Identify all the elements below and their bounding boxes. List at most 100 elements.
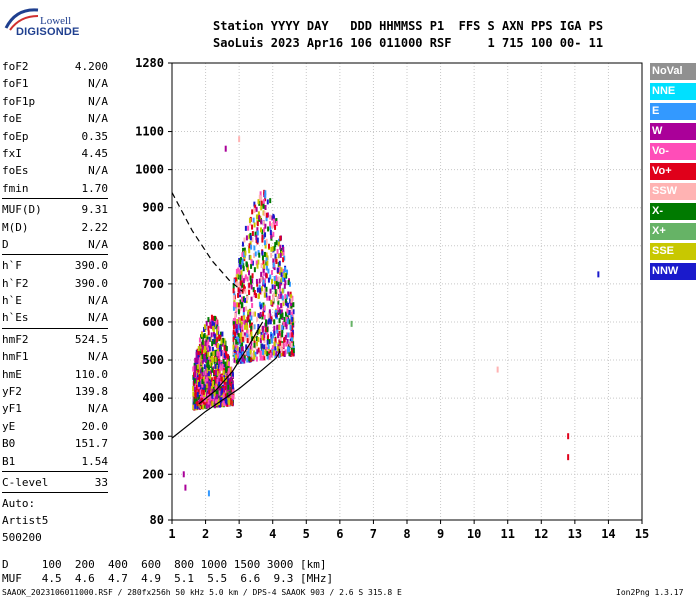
echo-point: [226, 395, 229, 401]
echo-point: [283, 255, 286, 261]
echo-point: [255, 293, 258, 299]
echo-point: [240, 356, 243, 362]
param-value: 0.35: [81, 129, 109, 143]
echo-point: [237, 302, 240, 308]
param-key: h`Es: [2, 311, 29, 325]
echo-point: [283, 316, 286, 322]
echo-point: [261, 234, 264, 240]
echo-point: [271, 345, 274, 351]
param-row: foE N/A: [2, 110, 108, 127]
echo-point: [279, 324, 282, 330]
legend-item: Vo-: [650, 143, 696, 160]
echo-point: [256, 237, 259, 243]
params-group-virtual-heights: h`F 390.0 h`F2 390.0 h`E N/A h`Es N/A: [2, 257, 108, 327]
echo-point: [254, 251, 257, 257]
param-key: fmin: [2, 181, 29, 195]
echo-point: [286, 332, 289, 338]
echo-point: [233, 291, 236, 297]
echo-point: [270, 338, 273, 344]
echo-point: [236, 353, 239, 359]
echo-point: [279, 340, 282, 346]
echo-point: [241, 356, 244, 362]
echo-point: [280, 351, 283, 357]
echo-point: [232, 295, 235, 301]
echo-point: [214, 363, 217, 369]
echo-point: [230, 382, 233, 388]
x-tick-label: 10: [467, 527, 481, 541]
echo-point: [198, 403, 201, 409]
auto-label: Auto:: [2, 497, 36, 511]
echo-point: [202, 381, 205, 387]
echo-point: [263, 305, 266, 311]
echo-point: [292, 345, 295, 351]
echo-point: [196, 392, 199, 398]
param-key: yE: [2, 419, 16, 433]
echo-point: [248, 352, 251, 358]
echo-point: [262, 311, 265, 317]
echo-point: [239, 323, 242, 329]
echo-point: [204, 358, 207, 364]
echo-point: [219, 380, 222, 386]
echo-point: [259, 287, 262, 293]
param-key: B1: [2, 454, 16, 468]
echo-point: [277, 238, 280, 244]
echo-point: [270, 270, 273, 276]
echo-point: [194, 370, 197, 376]
echo-point: [208, 402, 211, 408]
echo-point: [242, 311, 245, 317]
echo-point: [212, 351, 215, 357]
echo-point: [192, 404, 195, 410]
param-value: 1.54: [81, 454, 109, 468]
echo-point: [239, 274, 242, 280]
echo-point: [204, 349, 207, 355]
echo-point: [280, 271, 283, 277]
echo-point: [288, 350, 291, 356]
echo-point: [198, 381, 201, 387]
echo-point: [217, 373, 220, 379]
echo-point: [250, 331, 253, 337]
echo-point: [222, 362, 225, 368]
echo-point: [234, 280, 237, 286]
echo-point: [290, 303, 293, 309]
echo-point: [262, 270, 265, 276]
echo-point: [209, 401, 212, 407]
echo-point: [254, 351, 257, 357]
echo-point: [201, 379, 204, 385]
echo-point: [228, 386, 231, 392]
echo-point: [210, 352, 213, 358]
echo-point: [201, 363, 204, 369]
echo-point: [220, 388, 223, 394]
echo-point: [237, 356, 240, 362]
echo-point: [219, 348, 222, 354]
echo-point: [246, 328, 249, 334]
isolated-echo-point: [184, 484, 187, 491]
echo-point: [284, 293, 287, 299]
echo-point: [275, 351, 278, 357]
echo-point: [235, 306, 238, 312]
echo-point: [238, 262, 241, 268]
echo-point: [266, 212, 269, 218]
echo-point: [213, 376, 216, 382]
echo-point: [270, 334, 273, 340]
echo-point: [245, 235, 248, 241]
echo-point: [208, 385, 211, 391]
echo-point: [235, 343, 238, 349]
echo-point: [216, 325, 219, 331]
echo-point: [220, 365, 223, 371]
echo-point: [270, 299, 273, 305]
echo-point: [234, 316, 237, 322]
echo-point: [197, 367, 200, 373]
echo-point: [251, 260, 254, 266]
isolated-echo-point: [207, 490, 210, 497]
echo-point: [248, 289, 251, 295]
param-key: hmF2: [2, 332, 29, 346]
echo-point: [239, 305, 242, 311]
echo-point: [264, 190, 267, 196]
echo-point: [246, 276, 249, 282]
echo-point: [232, 350, 235, 356]
echo-point: [208, 346, 211, 352]
echo-point: [270, 223, 273, 229]
echo-point: [262, 267, 265, 273]
echo-point: [203, 353, 206, 359]
echo-point: [211, 388, 214, 394]
